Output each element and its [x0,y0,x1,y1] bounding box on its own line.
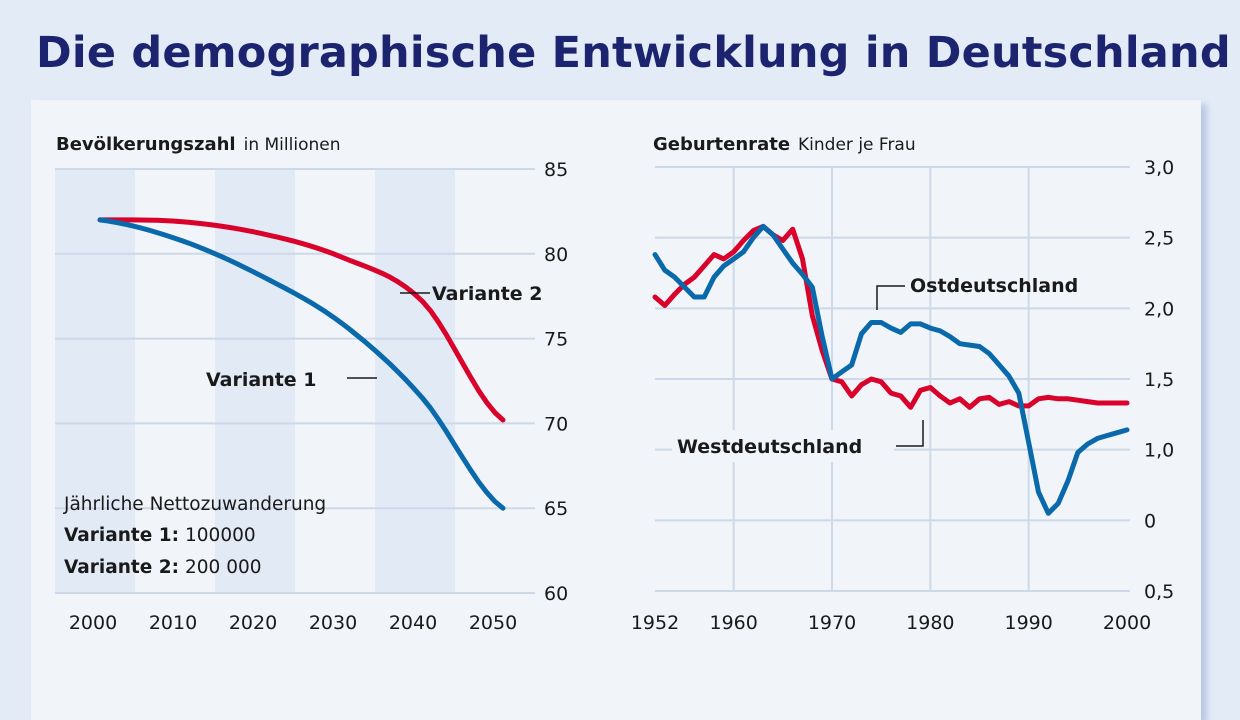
ostdeutschland-label: Ostdeutschland [910,275,1078,297]
decade-band [375,169,455,593]
population-chart: Bevölkerungszahl in Millionen 85 80 75 70 65 6… [55,134,568,634]
x-tick-label: 1990 [1004,612,1052,634]
variante-2-label: Variante 2 [432,283,543,305]
series-line-variante-1 [97,217,506,511]
x-tick-label: 1960 [709,612,757,634]
x-tick-label: 2020 [229,612,277,634]
note-heading: Jährliche Nettozuwanderung [63,494,326,515]
series-line-ostdeutschland [652,223,1130,516]
page-title: Die demographische Entwicklung in Deutsc… [36,28,1231,78]
population-chart-title: Bevölkerungszahl in Millionen [56,134,340,155]
y-tick-label: 75 [544,329,568,351]
charts: Bevölkerungszahl in Millionen 85 80 75 70 65 6… [55,134,1174,634]
label-background [672,430,894,462]
x-tick-label: 2000 [69,612,117,634]
y-tick-label: 65 [544,498,568,520]
series-line-westdeutschland [652,223,1130,410]
x-tick-label: 2000 [1103,612,1151,634]
x-tick-label: 2040 [389,612,437,634]
x-tick-label: 2050 [469,612,517,634]
series-line-variante-2 [97,217,506,423]
x-tick-label: 1980 [906,612,954,634]
birthrate-chart: Geburtenrate Kinder je Frau 3,0 2,5 2,0 1,5 1… [631,134,1174,634]
note-line-2: Variante 2: 200 000 [64,557,262,578]
ostdeutschland-leader [876,285,905,310]
y-tick-label: 60 [544,583,568,605]
birthrate-chart-title: Geburtenrate Kinder je Frau [653,134,916,155]
y-tick-label: 0,5 [1144,581,1174,603]
y-tick-label: 80 [544,244,568,266]
y-tick-label: 2,5 [1144,228,1174,250]
variante-1-label: Variante 1 [206,369,317,391]
decade-band [55,169,135,593]
y-tick-label: 2,0 [1144,298,1174,320]
y-tick-label: 1,5 [1144,369,1174,391]
x-tick-label: 1952 [631,612,679,634]
x-tick-label: 2030 [309,612,357,634]
x-tick-label: 1970 [808,612,856,634]
x-tick-label: 2010 [149,612,197,634]
note-line-1: Variante 1: 100000 [64,525,256,546]
y-tick-label: 3,0 [1144,157,1174,179]
westdeutschland-label: Westdeutschland [677,436,862,458]
y-tick-label: 70 [544,413,568,435]
westdeutschland-leader [896,420,924,447]
y-tick-label: 85 [544,159,568,181]
y-tick-label: 1,0 [1144,440,1174,462]
y-tick-label: 0 [1144,510,1156,532]
